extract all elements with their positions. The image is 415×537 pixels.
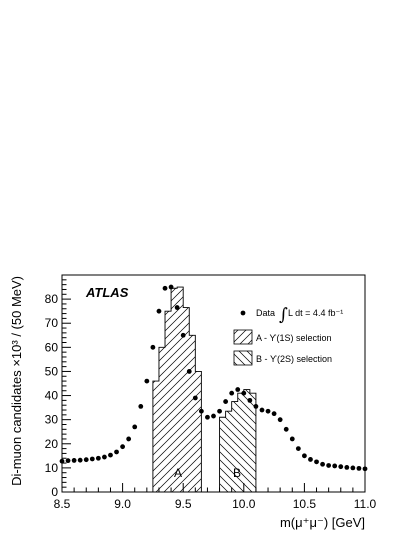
data-point — [174, 305, 180, 310]
data-point — [320, 461, 325, 467]
legend-data-marker — [240, 310, 246, 316]
data-point — [259, 407, 265, 413]
data-point — [132, 424, 138, 430]
x-tick-label: 11.0 — [354, 497, 377, 511]
x-axis-title: m(μ⁺μ⁻) [GeV] — [280, 515, 365, 530]
data-point — [120, 444, 125, 450]
region-label-a: A — [174, 466, 182, 480]
y-tick-label: 10 — [45, 461, 59, 475]
data-point — [198, 408, 204, 414]
selection-b-histogram — [219, 389, 257, 493]
y-tick-label: 40 — [45, 389, 59, 403]
data-point — [144, 378, 150, 384]
y-tick-label: 70 — [45, 316, 59, 330]
y-axis: 0 10 20 30 40 50 60 70 80 — [45, 274, 71, 499]
y-tick-label: 20 — [45, 437, 59, 451]
data-point — [71, 458, 77, 463]
data-point — [271, 411, 277, 417]
y-tick-label: 60 — [45, 340, 59, 354]
data-point — [102, 454, 107, 460]
legend-selection-b: B - ϒ(2S) selection — [256, 354, 332, 364]
selection-a-histogram — [152, 286, 202, 493]
data-point — [168, 284, 174, 290]
y-tick-label: 0 — [51, 485, 58, 499]
data-point — [186, 369, 192, 374]
y-tick-label: 50 — [45, 364, 59, 378]
data-point — [180, 332, 186, 338]
data-point — [108, 452, 113, 458]
data-point — [65, 458, 71, 464]
plot-frame — [61, 274, 366, 493]
data-point — [229, 390, 235, 396]
y-axis-title: Di-muon candidates ×10³ / (50 MeV) — [9, 276, 24, 486]
legend-data-label: Data — [256, 308, 275, 318]
data-point — [295, 446, 301, 451]
x-tick-label: 8.5 — [54, 497, 71, 511]
legend-swatch-a — [233, 329, 253, 345]
data-points — [59, 284, 368, 472]
selection-histograms — [152, 286, 257, 493]
data-point — [265, 408, 271, 414]
x-tick-label: 9.5 — [175, 497, 192, 511]
data-point — [332, 463, 338, 469]
data-point — [235, 387, 241, 392]
data-point — [344, 465, 350, 470]
data-point — [277, 417, 283, 423]
data-point — [162, 285, 168, 291]
data-point — [156, 308, 162, 314]
legend: Data ∫ L dt = 4.4 fb⁻¹ A - ϒ(1S) selecti… — [233, 305, 343, 366]
data-point — [95, 455, 101, 461]
data-point — [77, 457, 83, 463]
data-point — [253, 404, 259, 409]
legend-luminosity: L dt = 4.4 fb⁻¹ — [288, 308, 343, 318]
data-point — [223, 399, 229, 404]
x-tick-label: 9.0 — [114, 497, 131, 511]
data-point — [211, 413, 216, 419]
data-point — [83, 457, 89, 463]
data-point — [356, 465, 362, 471]
data-point — [192, 395, 198, 401]
legend-integral-sign: ∫ — [279, 305, 288, 325]
legend-swatch-b — [233, 350, 253, 366]
x-tick-label: 10.0 — [232, 497, 256, 511]
data-point — [89, 456, 95, 462]
x-tick-label: 10.5 — [293, 497, 317, 511]
data-point — [308, 457, 313, 462]
data-point — [138, 404, 144, 409]
data-point — [150, 344, 156, 350]
x-axis: 8.5 9.0 9.5 10.0 10.5 11.0 — [54, 483, 377, 511]
y-tick-label: 80 — [45, 292, 59, 306]
atlas-label: ATLAS — [85, 285, 129, 300]
data-point — [338, 464, 344, 470]
data-point — [241, 390, 247, 396]
legend-selection-a: A - ϒ(1S) selection — [256, 333, 331, 343]
y-tick-label: 30 — [45, 413, 59, 427]
region-label-b: B — [233, 466, 241, 480]
data-point — [314, 459, 319, 465]
data-point — [217, 408, 222, 414]
data-point — [205, 414, 210, 420]
data-point — [126, 436, 132, 442]
data-point — [302, 453, 307, 459]
data-point — [114, 449, 119, 455]
data-point — [289, 436, 295, 442]
data-point — [247, 397, 253, 403]
data-point — [283, 426, 289, 432]
data-point — [350, 465, 356, 471]
data-point — [326, 463, 332, 468]
